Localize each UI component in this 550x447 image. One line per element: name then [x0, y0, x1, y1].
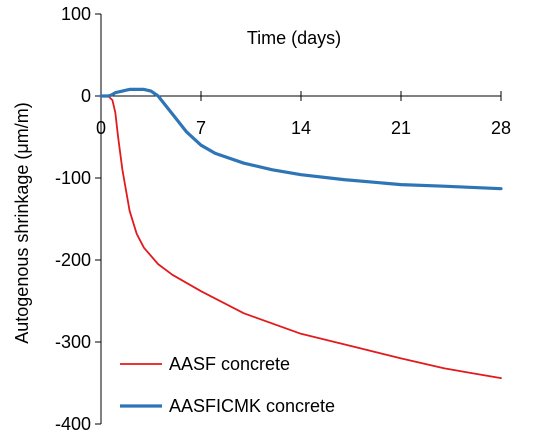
ticks: 100 0 -100 -200 -300 -400 0 7 14 21 28	[55, 4, 511, 434]
series-line-aasficmk	[99, 87, 503, 191]
legend: AASF concrete AASFICMK concrete	[120, 354, 335, 416]
y-tick-label: -400	[55, 414, 91, 434]
y-tick-label: 0	[81, 86, 91, 106]
y-tick-label: -300	[55, 332, 91, 352]
x-tick-label: 14	[291, 118, 311, 138]
axes	[100, 14, 501, 424]
series	[99, 87, 503, 380]
x-tick-label: 21	[391, 118, 411, 138]
y-tick-label: -100	[55, 168, 91, 188]
x-tick-label: 7	[196, 118, 206, 138]
legend-label: AASF concrete	[169, 354, 290, 374]
y-tick-label: -200	[55, 250, 91, 270]
x-tick-label: 28	[491, 118, 511, 138]
x-axis-title: Time (days)	[247, 28, 341, 48]
x-tick-label: 0	[96, 118, 106, 138]
series-line-aasf	[100, 95, 502, 380]
y-axis-title: Autogenous shrinkage (μm/m)	[12, 102, 32, 343]
legend-label: AASFICMK concrete	[169, 396, 335, 416]
y-tick-label: 100	[61, 4, 91, 24]
